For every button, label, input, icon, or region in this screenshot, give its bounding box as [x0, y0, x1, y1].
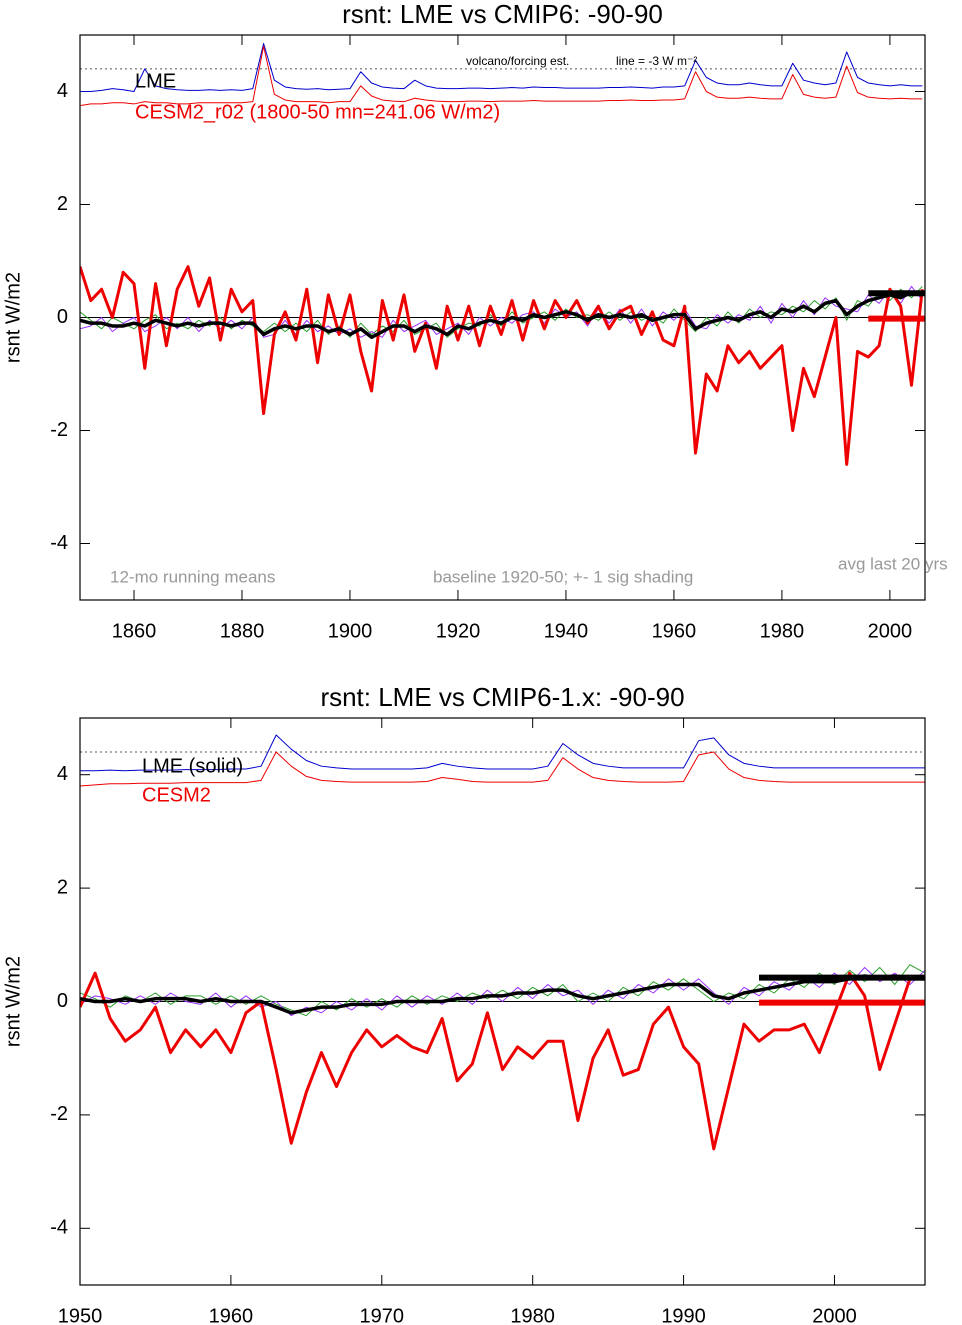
x-tick-label: 1860: [112, 620, 157, 642]
series-line: [80, 734, 925, 772]
x-tick-label: 1980: [760, 620, 805, 642]
legend-entry: LME: [135, 70, 176, 92]
chart-title: rsnt: LME vs CMIP6-1.x: -90-90: [320, 682, 684, 712]
legend-entry: CESM2: [142, 784, 211, 806]
x-tick-label: 1960: [209, 1305, 254, 1325]
series-line: [80, 974, 925, 1015]
y-tick-label: 4: [57, 763, 68, 785]
y-tick-label: 0: [57, 306, 68, 328]
x-tick-label: 1950: [58, 1305, 103, 1325]
y-tick-label: -2: [50, 1103, 68, 1125]
series-line: [80, 45, 923, 107]
series-line: [80, 971, 925, 1151]
x-tick-label: 1960: [652, 620, 697, 642]
y-tick-label: -4: [50, 532, 68, 554]
series-line: [80, 286, 923, 338]
x-tick-label: 1900: [328, 620, 373, 642]
x-tick-label: 1880: [220, 620, 265, 642]
chart-title: rsnt: LME vs CMIP6: -90-90: [342, 0, 663, 29]
series-line: [80, 265, 924, 466]
y-tick-label: -4: [50, 1217, 68, 1239]
y-tick-label: 2: [57, 193, 68, 215]
annotation: avg last 20 yrs: [838, 554, 948, 573]
annotation: line = -3 W m⁻²: [616, 54, 697, 68]
plot-area: [80, 42, 925, 466]
y-axis-label: rsnt W/m2: [2, 272, 24, 363]
y-tick-label: 2: [57, 876, 68, 898]
legend-entry: LME (solid): [142, 755, 243, 777]
y-tick-label: -2: [50, 419, 68, 441]
annotation: 12-mo running means: [110, 567, 275, 586]
x-tick-label: 1920: [436, 620, 481, 642]
annotation: volcano/forcing est.: [466, 54, 569, 68]
plot-area: [80, 734, 925, 1151]
series-line: [80, 42, 923, 92]
y-tick-label: 4: [57, 80, 68, 102]
x-tick-label: 2000: [812, 1305, 857, 1325]
plot-frame: [79, 717, 926, 1286]
x-tick-label: 2000: [868, 620, 913, 642]
legend-entry: CESM2_r02 (1800-50 mn=241.06 W/m2): [135, 101, 500, 123]
series-line: [80, 966, 925, 1017]
x-tick-label: 1970: [360, 1305, 405, 1325]
series-line: [80, 964, 925, 1017]
x-tick-label: 1940: [544, 620, 589, 642]
y-axis-label: rsnt W/m2: [2, 956, 24, 1047]
x-tick-label: 1990: [661, 1305, 706, 1325]
x-tick-label: 1980: [510, 1305, 555, 1325]
series-line: [80, 290, 923, 340]
series-line: [80, 285, 923, 338]
series-line: [80, 751, 925, 787]
annotation: baseline 1920-50; +- 1 sig shading: [433, 567, 693, 586]
plot-frame: [79, 34, 926, 601]
y-tick-label: 0: [57, 990, 68, 1012]
